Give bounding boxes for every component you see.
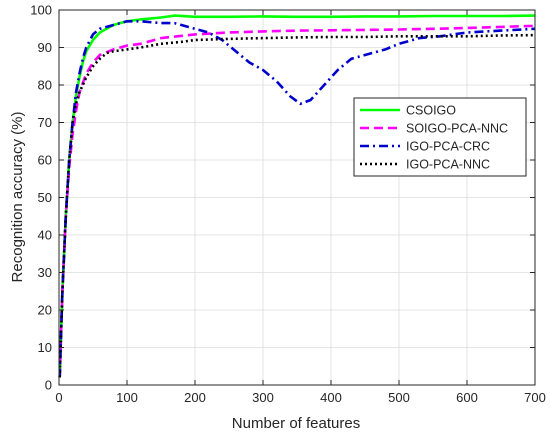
x-tick-label: 600 bbox=[456, 390, 478, 405]
y-tick-label: 0 bbox=[45, 378, 52, 393]
series-lines bbox=[58, 14, 536, 378]
y-tick-label: 30 bbox=[38, 265, 52, 280]
x-tick-label: 300 bbox=[252, 390, 274, 405]
y-tick-label: 70 bbox=[38, 115, 52, 130]
x-tick-label: 0 bbox=[55, 390, 62, 405]
legend: CSOIGO SOIGO-PCA-NNC IGO-PCA-CRC IGO-PCA-NN… bbox=[353, 97, 527, 177]
y-tick-label: 100 bbox=[30, 3, 52, 18]
legend-label: IGO-PCA-CRC bbox=[406, 140, 490, 154]
y-tick-label: 50 bbox=[38, 190, 52, 205]
series-line-soigo-pca-nnc bbox=[58, 24, 536, 378]
x-axis-label: Number of features bbox=[232, 415, 360, 432]
axes: 0 100 200 300 400 500 600 700 0 10 20 30 40 50 60 70 80 9… bbox=[30, 3, 546, 406]
legend-label: IGO-PCA-NNC bbox=[406, 158, 490, 172]
x-tick-label: 400 bbox=[320, 390, 342, 405]
x-tick-label: 100 bbox=[116, 390, 138, 405]
y-tick-label: 80 bbox=[38, 78, 52, 93]
y-tick-label: 90 bbox=[38, 40, 52, 55]
x-tick-label: 500 bbox=[388, 390, 410, 405]
x-tick-label: 200 bbox=[184, 390, 206, 405]
legend-label: CSOIGO bbox=[406, 104, 456, 118]
series-line-igo-pca-nnc bbox=[58, 33, 536, 378]
series-line-igo-pca-crc bbox=[58, 19, 536, 378]
y-axis-label: Recognition accuracy (%) bbox=[9, 112, 26, 283]
legend-label: SOIGO-PCA-NNC bbox=[406, 122, 508, 136]
y-tick-label: 20 bbox=[38, 303, 52, 318]
y-tick-label: 40 bbox=[38, 228, 52, 243]
series-line-csoigo bbox=[58, 14, 536, 378]
y-tick-label: 60 bbox=[38, 153, 52, 168]
y-tick-label: 10 bbox=[38, 340, 52, 355]
x-tick-label: 700 bbox=[524, 390, 546, 405]
